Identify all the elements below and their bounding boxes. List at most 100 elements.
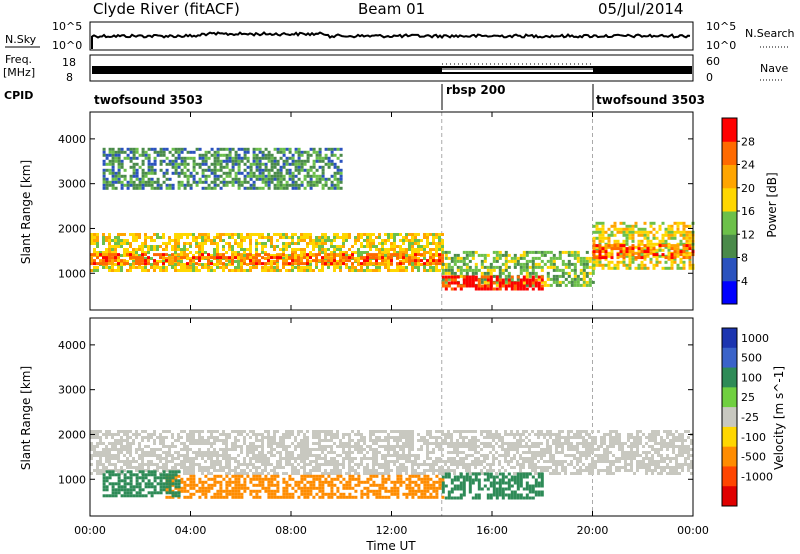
power-cell — [336, 245, 339, 248]
power-cell — [246, 236, 249, 239]
velocity-cell — [681, 445, 684, 448]
velocity-cell — [642, 463, 645, 466]
power-cell — [567, 274, 571, 278]
power-cell — [607, 245, 611, 249]
power-cell — [688, 224, 692, 228]
velocity-cell — [111, 457, 114, 460]
power-cell — [180, 150, 184, 154]
velocity-cell — [471, 463, 474, 466]
velocity-cell — [450, 457, 453, 460]
power-cell — [354, 266, 357, 269]
power-cell — [486, 265, 490, 269]
power-cell — [243, 239, 246, 242]
power-cell — [114, 236, 117, 239]
power-cell — [120, 159, 124, 163]
velocity-cell — [513, 448, 516, 451]
velocity-cell — [90, 457, 93, 460]
power-cell — [153, 162, 157, 166]
power-cell — [270, 174, 274, 178]
velocity-cell — [441, 430, 444, 433]
power-cell — [201, 236, 204, 239]
velocity-cell — [210, 442, 213, 445]
power-cell — [387, 263, 390, 266]
velocity-cell — [210, 433, 213, 436]
power-cell — [306, 168, 310, 172]
power-cell — [111, 259, 114, 263]
power-cell — [531, 271, 535, 275]
power-cell — [192, 156, 196, 160]
power-cell — [285, 257, 288, 260]
power-cell — [480, 262, 484, 266]
power-cell — [543, 283, 547, 287]
velocity-cell — [630, 433, 633, 436]
velocity-cell — [480, 463, 483, 466]
power-cell — [549, 256, 553, 260]
velocity-cell — [408, 442, 411, 445]
power-cell — [573, 268, 577, 272]
power-cell — [619, 260, 623, 264]
velocity-cell — [243, 457, 246, 460]
power-cell — [429, 269, 432, 272]
power-cell — [261, 177, 265, 181]
velocity-cell — [432, 436, 435, 439]
power-cell — [294, 162, 298, 166]
power-cell — [610, 266, 614, 270]
velocity-cell — [192, 472, 195, 475]
velocity-cell — [375, 454, 378, 457]
power-cell — [183, 156, 187, 160]
power-cell — [604, 263, 608, 267]
power-cell — [513, 287, 517, 291]
power-cell — [219, 236, 222, 239]
velocity-cell — [417, 472, 420, 475]
power-cell — [450, 281, 454, 285]
power-cell — [114, 248, 117, 251]
power-cell — [180, 156, 184, 160]
velocity-cell — [228, 436, 231, 439]
velocity-cell — [324, 433, 327, 436]
power-cell — [99, 262, 102, 266]
power-cell — [144, 251, 147, 254]
velocity-cell — [348, 457, 351, 460]
power-cell — [114, 253, 117, 257]
power-cell — [306, 174, 310, 178]
power-cell — [168, 254, 171, 257]
power-cell — [282, 245, 285, 248]
velocity-cell — [363, 466, 366, 469]
velocity-cell — [105, 448, 108, 451]
power-cell — [225, 153, 229, 157]
power-cell — [303, 251, 306, 254]
power-cell — [456, 281, 460, 285]
velocity-cell — [555, 472, 558, 475]
power-cell — [525, 259, 529, 263]
power-cell — [414, 259, 417, 263]
power-cell — [327, 156, 331, 160]
power-cell — [219, 262, 222, 266]
velocity-cell — [417, 463, 420, 466]
power-cell — [135, 168, 139, 172]
power-cell — [171, 186, 175, 190]
power-cell — [588, 259, 592, 263]
power-cell — [631, 227, 635, 231]
velocity-cell — [111, 454, 114, 457]
power-cell — [180, 248, 183, 251]
velocity-cell — [495, 451, 498, 454]
power-cell — [252, 254, 255, 257]
velocity-cell — [375, 442, 378, 445]
power-cell — [393, 233, 396, 236]
velocity-cell — [213, 451, 216, 454]
velocity-cell — [675, 439, 678, 442]
power-cell — [219, 253, 222, 257]
velocity-cell — [426, 430, 429, 433]
velocity-cell — [177, 463, 180, 466]
power-cell — [498, 287, 502, 291]
power-cell — [303, 248, 306, 251]
velocity-cell — [240, 469, 243, 472]
power-cell — [288, 171, 292, 175]
power-cell — [372, 245, 375, 248]
power-cell — [318, 159, 322, 163]
power-cell — [324, 156, 328, 160]
velocity-cell — [138, 442, 141, 445]
power-cell — [153, 239, 156, 242]
power-cell — [270, 236, 273, 239]
power-cell — [369, 269, 372, 272]
